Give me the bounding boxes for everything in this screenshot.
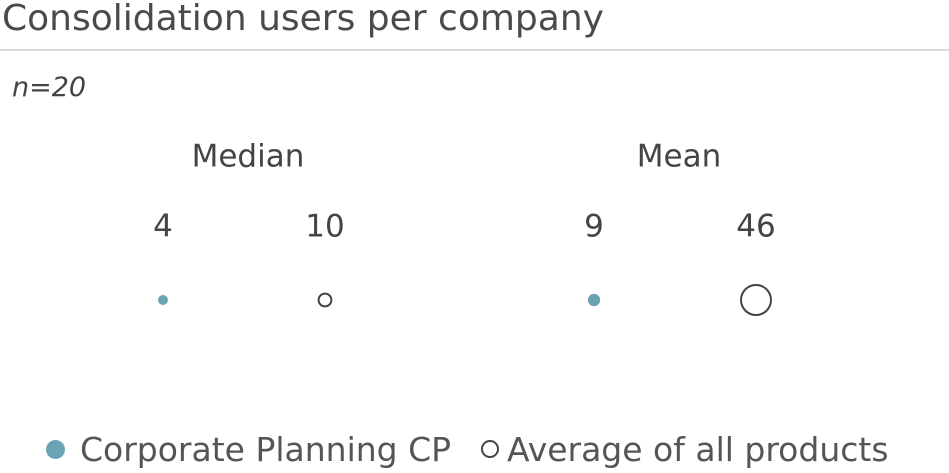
sample-size-label: n=20 xyxy=(12,72,87,103)
title-divider xyxy=(0,49,949,51)
legend-outline-marker-icon xyxy=(481,440,500,458)
legend-label-corporate-planning: Corporate Planning CP xyxy=(80,429,452,469)
bubble-chart: Median 4 10 Mean 9 46 xyxy=(153,139,776,316)
value-label-company-median: 4 xyxy=(153,209,173,245)
legend-item-average: Average of all products xyxy=(481,429,889,469)
value-label-company-mean: 9 xyxy=(584,209,604,245)
legend-label-average: Average of all products xyxy=(507,429,889,469)
legend: Corporate Planning CP Average of all pro… xyxy=(46,426,889,472)
legend-filled-marker-icon xyxy=(46,439,65,459)
marker-average-median xyxy=(317,292,333,308)
chart-title: Consolidation users per company xyxy=(2,0,604,39)
value-label-average-mean: 46 xyxy=(736,209,775,245)
group-label-mean: Mean xyxy=(637,139,721,175)
marker-average-mean xyxy=(740,284,772,316)
group-label-median: Median xyxy=(192,139,305,175)
marker-company-median xyxy=(158,295,168,305)
marker-company-mean xyxy=(587,293,601,307)
value-label-average-median: 10 xyxy=(305,209,344,245)
legend-item-corporate-planning: Corporate Planning CP xyxy=(46,430,451,469)
